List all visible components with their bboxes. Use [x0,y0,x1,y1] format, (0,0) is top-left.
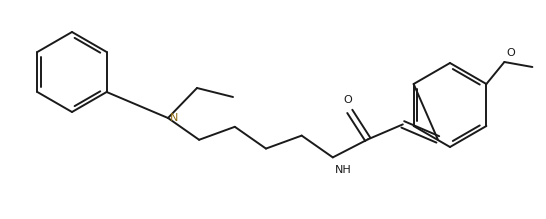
Text: NH: NH [335,165,352,175]
Text: O: O [506,48,515,58]
Text: O: O [343,95,352,105]
Text: N: N [170,113,179,123]
